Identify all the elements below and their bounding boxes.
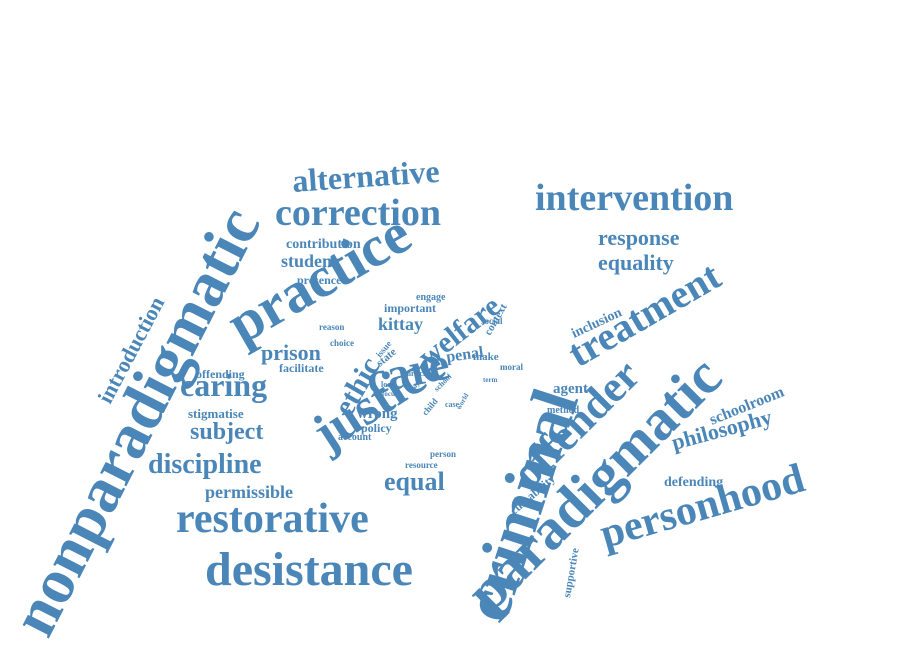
word-reason: reason xyxy=(319,322,344,332)
word-restorative: restorative xyxy=(176,496,369,542)
word-choice: choice xyxy=(330,338,354,348)
word-equal: equal xyxy=(384,467,445,496)
word-prison: prison xyxy=(261,340,321,365)
word-equality: equality xyxy=(598,250,674,275)
word-discipline: discipline xyxy=(148,449,262,480)
word-caring: caring xyxy=(180,367,267,403)
word-moral: moral xyxy=(500,362,523,372)
word-intervention: intervention xyxy=(535,177,733,219)
word-person: person xyxy=(430,449,456,459)
word-focus: focus xyxy=(382,390,398,398)
word-subject: subject xyxy=(190,419,263,445)
word-method: method xyxy=(547,405,580,416)
word-response: response xyxy=(598,225,680,250)
word-account: account xyxy=(338,432,372,443)
word-article: article xyxy=(407,369,429,378)
word-lock: lock xyxy=(381,380,396,389)
word-stigmatise: stigmatise xyxy=(188,406,244,421)
word-engage: engage xyxy=(416,292,446,303)
word-policy: policy xyxy=(361,421,392,435)
word-permissible: permissible xyxy=(205,482,293,502)
word-agent: agent xyxy=(553,381,588,397)
word-make: make xyxy=(473,351,499,363)
word-kittay: kittay xyxy=(378,314,423,334)
word-facilitate: facilitate xyxy=(279,361,324,375)
word-term: term xyxy=(483,376,498,384)
word-case: case xyxy=(445,400,460,409)
word-defending: defending xyxy=(664,475,723,490)
word-offending: offending xyxy=(196,367,245,381)
word-wrong: wrong xyxy=(357,406,398,422)
word-world: world xyxy=(455,392,471,411)
word-contribution: contribution xyxy=(286,237,361,252)
word-presence: presence xyxy=(297,273,342,287)
word-resource: resource xyxy=(405,460,438,470)
word-social: social xyxy=(481,316,503,326)
word-penal: penal xyxy=(445,344,485,366)
word-important: important xyxy=(384,301,436,315)
word-correction: correction xyxy=(275,192,441,234)
word-student: student xyxy=(281,251,338,271)
word-desistance: desistance xyxy=(205,543,413,596)
